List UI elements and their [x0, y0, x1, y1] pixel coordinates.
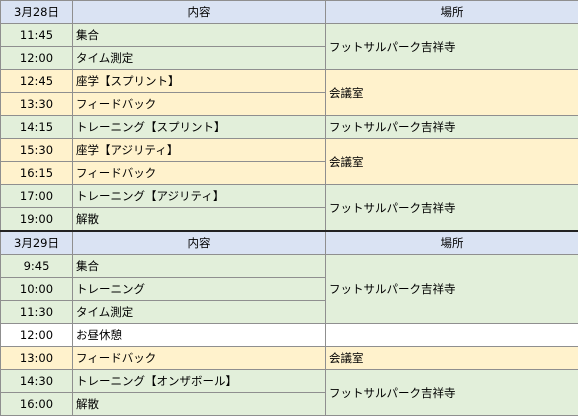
time-cell: 17:00 — [1, 185, 73, 208]
content-cell: タイム測定 — [73, 47, 326, 70]
content-header: 内容 — [73, 1, 326, 24]
time-cell: 15:30 — [1, 139, 73, 162]
content-cell: トレーニング — [73, 278, 326, 301]
time-cell: 16:00 — [1, 393, 73, 416]
content-cell: 解散 — [73, 393, 326, 416]
time-cell: 11:45 — [1, 24, 73, 47]
place-cell: フットサルパーク吉祥寺 — [326, 370, 578, 416]
time-cell: 12:00 — [1, 324, 73, 347]
time-cell: 13:00 — [1, 347, 73, 370]
content-header: 内容 — [73, 231, 326, 255]
content-cell: フィードバック — [73, 93, 326, 116]
content-cell: フィードバック — [73, 347, 326, 370]
day-header-row: 3月29日内容場所 — [1, 231, 578, 255]
content-cell: タイム測定 — [73, 301, 326, 324]
content-cell: 座学【スプリント】 — [73, 70, 326, 93]
place-cell: フットサルパーク吉祥寺 — [326, 255, 578, 324]
time-cell: 12:00 — [1, 47, 73, 70]
place-cell: 会議室 — [326, 139, 578, 185]
time-cell: 13:30 — [1, 93, 73, 116]
time-cell: 12:45 — [1, 70, 73, 93]
content-cell: トレーニング【アジリティ】 — [73, 185, 326, 208]
content-cell: 解散 — [73, 208, 326, 232]
place-cell: 会議室 — [326, 70, 578, 116]
time-cell: 14:30 — [1, 370, 73, 393]
content-cell: 座学【アジリティ】 — [73, 139, 326, 162]
content-cell: 集合 — [73, 255, 326, 278]
time-cell: 16:15 — [1, 162, 73, 185]
date-header: 3月29日 — [1, 231, 73, 255]
content-cell: 集合 — [73, 24, 326, 47]
time-cell: 10:00 — [1, 278, 73, 301]
day-header-row: 3月28日内容場所 — [1, 1, 578, 24]
content-cell: お昼休憩 — [73, 324, 326, 347]
place-cell: 会議室 — [326, 347, 578, 370]
content-cell: フィードバック — [73, 162, 326, 185]
time-cell: 9:45 — [1, 255, 73, 278]
time-cell: 19:00 — [1, 208, 73, 232]
time-cell: 14:15 — [1, 116, 73, 139]
content-cell: トレーニング【オンザボール】 — [73, 370, 326, 393]
place-cell: フットサルパーク吉祥寺 — [326, 116, 578, 139]
place-header: 場所 — [326, 1, 578, 24]
content-cell: トレーニング【スプリント】 — [73, 116, 326, 139]
date-header: 3月28日 — [1, 1, 73, 24]
time-cell: 11:30 — [1, 301, 73, 324]
place-cell: フットサルパーク吉祥寺 — [326, 24, 578, 70]
place-cell: フットサルパーク吉祥寺 — [326, 185, 578, 232]
place-header: 場所 — [326, 231, 578, 255]
place-cell — [326, 324, 578, 347]
